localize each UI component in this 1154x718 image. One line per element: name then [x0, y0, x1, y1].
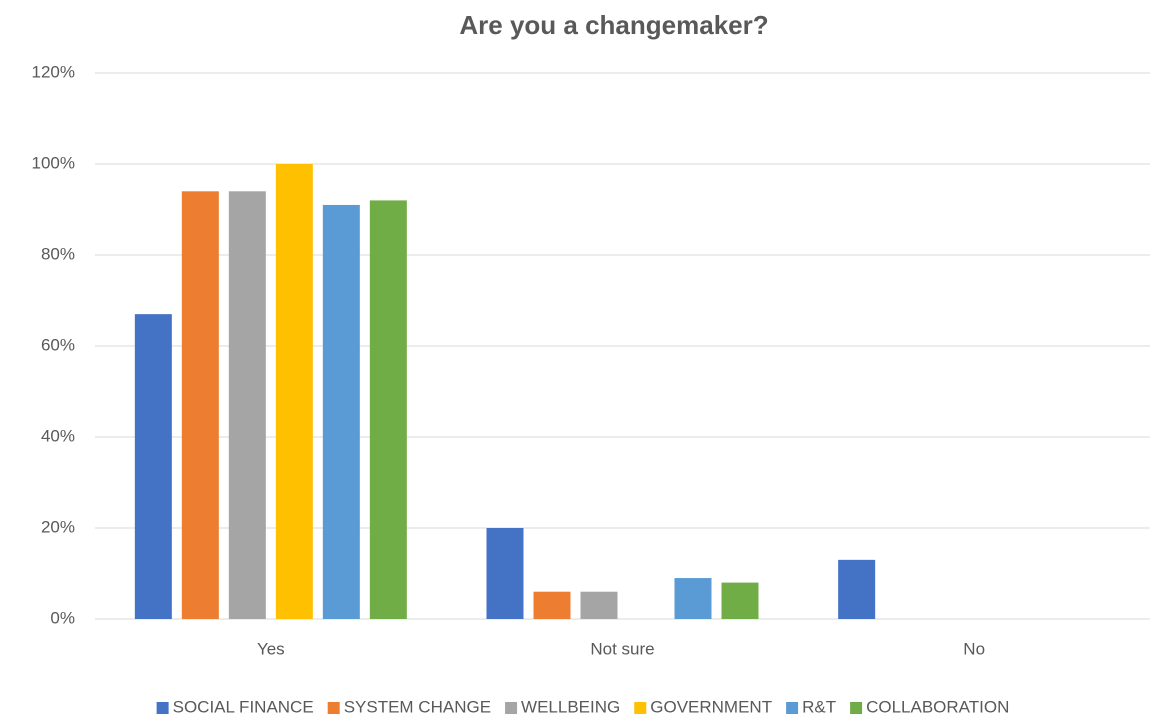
bar: [486, 528, 524, 619]
y-tick-label: 80%: [41, 244, 75, 263]
legend-swatch: [850, 702, 863, 714]
x-tick-label: No: [963, 639, 985, 658]
legend-swatch: [505, 702, 518, 714]
bar: [275, 164, 313, 619]
y-tick-label: 0%: [50, 608, 75, 627]
legend-swatch: [786, 702, 799, 714]
legend-label: WELLBEING: [521, 697, 620, 716]
y-tick-label: 120%: [32, 62, 75, 81]
bar: [369, 200, 407, 619]
y-tick-label: 60%: [41, 335, 75, 354]
legend-label: R&T: [802, 697, 836, 716]
bar: [181, 191, 219, 620]
bar: [533, 591, 571, 619]
y-tick-label: 100%: [32, 153, 75, 172]
legend-label: COLLABORATION: [866, 697, 1009, 716]
legend-label: SOCIAL FINANCE: [173, 697, 314, 716]
bar: [721, 582, 759, 619]
bar: [228, 191, 266, 620]
y-tick-label: 40%: [41, 426, 75, 445]
bar: [838, 559, 876, 619]
x-tick-label: Yes: [257, 639, 285, 658]
bar: [134, 314, 172, 619]
bar: [674, 578, 712, 619]
legend-label: SYSTEM CHANGE: [344, 697, 491, 716]
bar: [322, 204, 360, 619]
legend-label: GOVERNMENT: [650, 697, 772, 716]
y-tick-label: 20%: [41, 517, 75, 536]
legend-swatch: [634, 702, 647, 714]
bar: [580, 591, 618, 619]
x-tick-label: Not sure: [590, 639, 654, 658]
legend-swatch: [156, 702, 169, 714]
legend-swatch: [327, 702, 340, 714]
chart-title: Are you a changemaker?: [459, 10, 768, 40]
